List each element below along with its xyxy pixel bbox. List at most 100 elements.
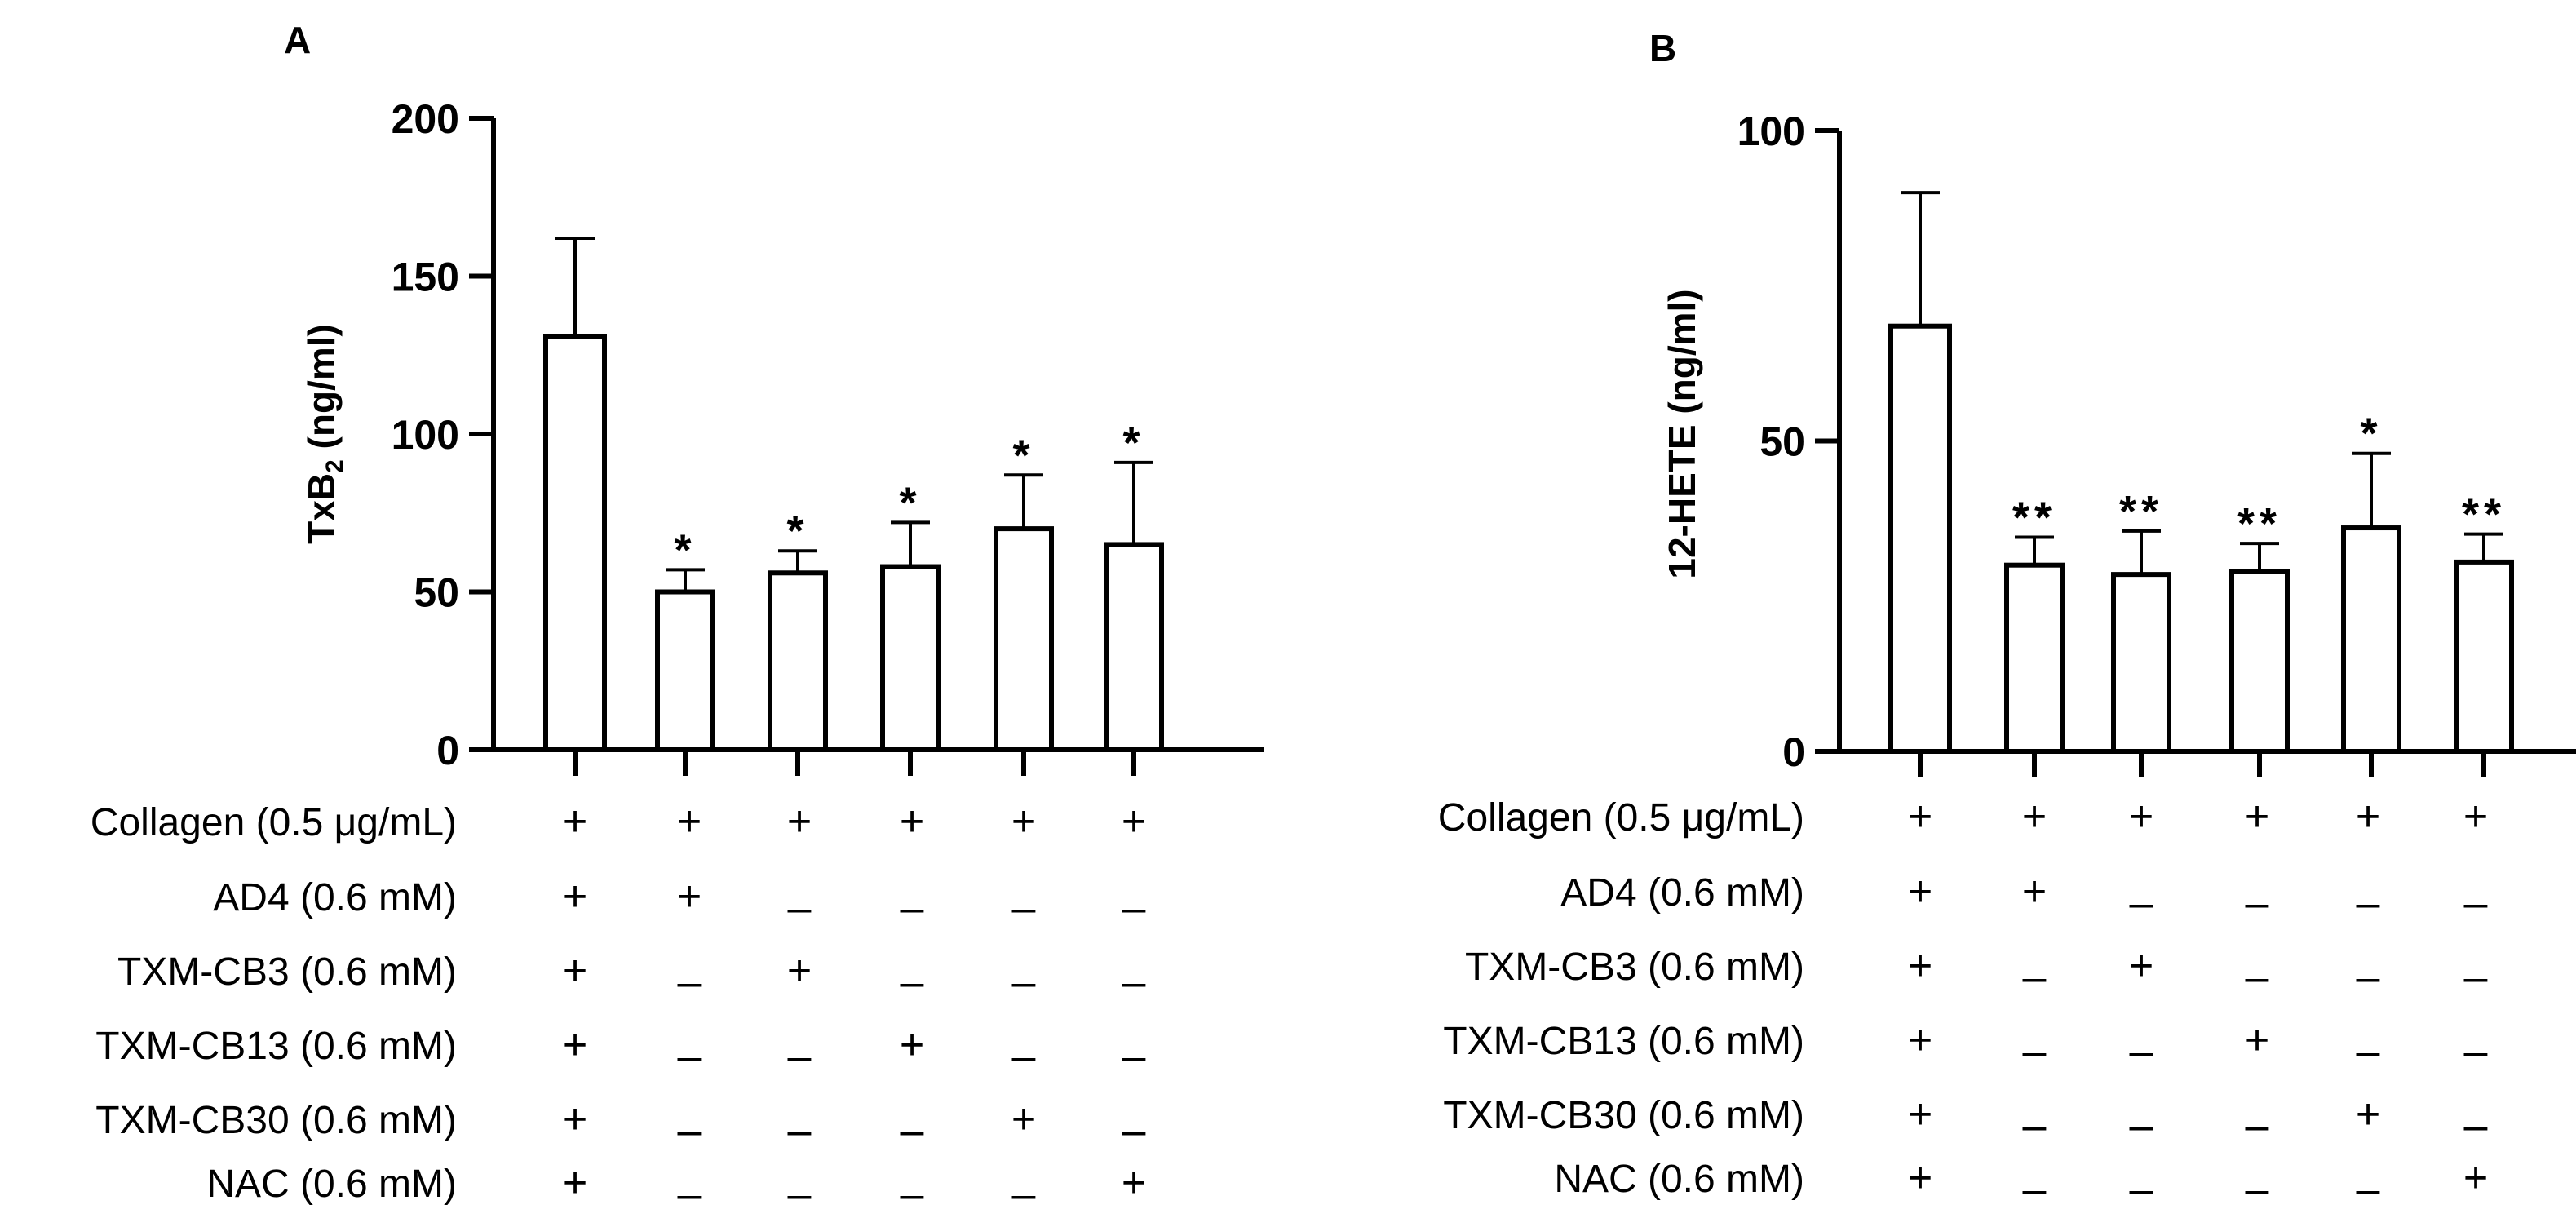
- plus-mark: +: [2245, 793, 2269, 840]
- minus-mark: –: [1012, 1171, 1036, 1218]
- bar: [1104, 542, 1164, 753]
- bar: [543, 334, 607, 752]
- condition-label: NAC (0.6 mM): [1554, 1158, 1804, 1201]
- bar: [768, 570, 828, 753]
- minus-mark: –: [901, 1171, 924, 1218]
- bar: [2004, 562, 2065, 755]
- plus-mark: +: [1122, 1159, 1146, 1207]
- plus-mark: +: [2022, 868, 2047, 915]
- plus-mark: +: [563, 873, 587, 920]
- condition-label: AD4 (0.6 mM): [213, 876, 457, 919]
- minus-mark: –: [2130, 879, 2153, 927]
- minus-mark: –: [678, 959, 702, 1006]
- minus-mark: –: [901, 1107, 924, 1154]
- bar: [655, 589, 715, 752]
- y-axis-title: 12-HETE (ng/ml): [1661, 289, 1703, 578]
- plus-mark: +: [1908, 1154, 1932, 1202]
- significance-marker: **: [2237, 499, 2282, 548]
- minus-mark: –: [1012, 884, 1036, 932]
- plus-mark: +: [1908, 1017, 1932, 1064]
- plus-mark: +: [1908, 1091, 1932, 1138]
- panel-label: B: [1649, 27, 1676, 69]
- plus-mark: +: [677, 873, 702, 920]
- minus-mark: –: [1122, 1033, 1146, 1080]
- condition-label: AD4 (0.6 mM): [1560, 871, 1804, 915]
- plus-mark: +: [677, 798, 702, 845]
- plus-mark: +: [563, 1096, 587, 1143]
- bar: [1888, 323, 1952, 754]
- minus-mark: –: [2464, 954, 2488, 1001]
- plus-mark: +: [2129, 942, 2153, 990]
- minus-mark: –: [2464, 879, 2488, 927]
- minus-mark: –: [788, 884, 812, 932]
- significance-marker: **: [2119, 487, 2163, 536]
- minus-mark: –: [788, 1171, 812, 1218]
- bar: [2111, 572, 2171, 754]
- plus-mark: +: [2022, 793, 2047, 840]
- y-tick-label: 200: [392, 96, 459, 142]
- y-tick-label: 100: [1737, 109, 1805, 154]
- minus-mark: –: [1122, 884, 1146, 932]
- significance-marker: *: [899, 478, 921, 527]
- minus-mark: –: [2357, 879, 2380, 927]
- significance-marker: **: [2462, 490, 2506, 539]
- plus-mark: +: [1011, 1096, 1036, 1143]
- plus-mark: +: [563, 1021, 587, 1069]
- plus-mark: +: [2463, 1154, 2488, 1202]
- y-axis-title: TxB2 (ng/ml): [300, 324, 348, 544]
- y-tick-label: 50: [1759, 419, 1805, 465]
- minus-mark: –: [2246, 879, 2269, 927]
- minus-mark: –: [678, 1033, 702, 1080]
- plus-mark: +: [1908, 868, 1932, 915]
- minus-mark: –: [2130, 1102, 2153, 1149]
- plus-mark: +: [1122, 798, 1146, 845]
- minus-mark: –: [2023, 954, 2047, 1001]
- minus-mark: –: [2357, 1166, 2380, 1213]
- condition-label: TXM-CB3 (0.6 mM): [1465, 946, 1804, 989]
- y-tick-label: 150: [392, 255, 459, 300]
- condition-label: TXM-CB30 (0.6 mM): [95, 1099, 457, 1142]
- minus-mark: –: [2246, 1166, 2269, 1213]
- minus-mark: –: [2357, 954, 2380, 1001]
- significance-marker: *: [674, 525, 696, 574]
- minus-mark: –: [788, 1033, 812, 1080]
- y-tick-label: 100: [392, 412, 459, 458]
- significance-marker: *: [1122, 419, 1144, 467]
- minus-mark: –: [2357, 1028, 2380, 1075]
- minus-mark: –: [2130, 1028, 2153, 1075]
- panel-label: A: [284, 19, 311, 61]
- minus-mark: –: [2130, 1166, 2153, 1213]
- minus-mark: –: [1012, 1033, 1036, 1080]
- plus-mark: +: [1908, 793, 1932, 840]
- significance-marker: *: [2360, 410, 2382, 458]
- minus-mark: –: [901, 884, 924, 932]
- condition-label: TXM-CB13 (0.6 mM): [1443, 1020, 1804, 1063]
- bar: [2454, 559, 2514, 755]
- bar: [880, 564, 941, 752]
- minus-mark: –: [2464, 1028, 2488, 1075]
- plus-mark: +: [1908, 942, 1932, 990]
- minus-mark: –: [2246, 1102, 2269, 1149]
- y-tick-label: 0: [1782, 729, 1805, 775]
- minus-mark: –: [2023, 1166, 2047, 1213]
- significance-marker: **: [2012, 493, 2056, 542]
- condition-label: TXM-CB3 (0.6 mM): [117, 950, 457, 994]
- condition-label: NAC (0.6 mM): [206, 1163, 457, 1206]
- plus-mark: +: [900, 1021, 924, 1069]
- plus-mark: +: [563, 798, 587, 845]
- y-tick-label: 0: [436, 728, 459, 773]
- minus-mark: –: [678, 1171, 702, 1218]
- plus-mark: +: [2129, 793, 2153, 840]
- condition-label: TXM-CB30 (0.6 mM): [1443, 1094, 1804, 1137]
- condition-label: TXM-CB13 (0.6 mM): [95, 1025, 457, 1068]
- minus-mark: –: [2023, 1028, 2047, 1075]
- minus-mark: –: [2464, 1102, 2488, 1149]
- plus-mark: +: [563, 1159, 587, 1207]
- minus-mark: –: [788, 1107, 812, 1154]
- bar: [2341, 525, 2401, 754]
- minus-mark: –: [1122, 959, 1146, 1006]
- minus-mark: –: [901, 959, 924, 1006]
